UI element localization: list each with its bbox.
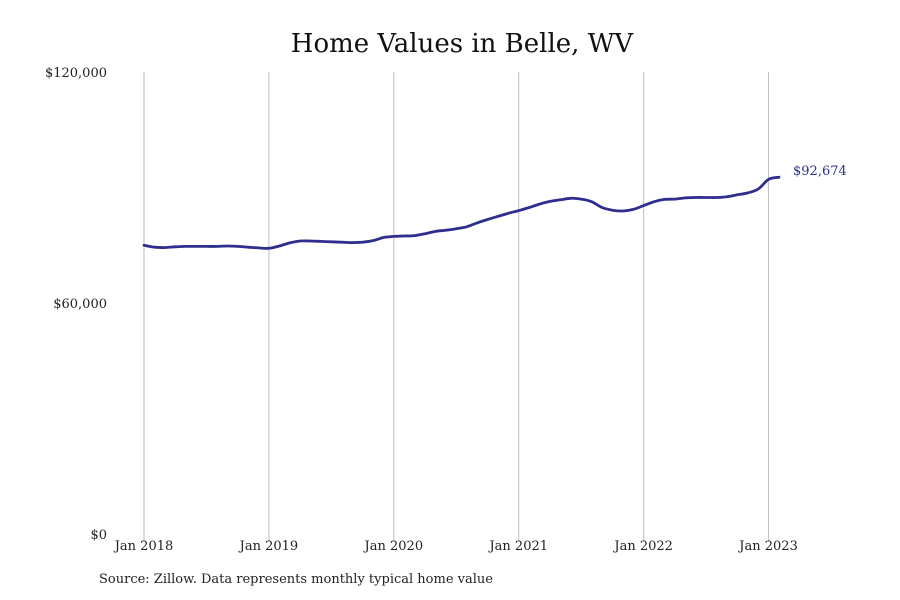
chart-title: Home Values in Belle, WV: [291, 29, 635, 59]
x-tick-label: Jan 2019: [238, 539, 299, 554]
x-axis-tick-labels: Jan 2018 Jan 2019 Jan 2020 Jan 2021 Jan 2022…: [113, 539, 798, 554]
gridlines: [143, 72, 770, 542]
end-value-label: $92,674: [793, 164, 847, 179]
series-layer: [142, 175, 781, 250]
y-tick-label: $0: [90, 528, 107, 543]
x-tick-label: Jan 2020: [363, 539, 424, 554]
source-note: Source: Zillow. Data represents monthly …: [99, 572, 493, 587]
y-tick-label: $120,000: [45, 66, 107, 81]
annotations: $92,674: [793, 164, 847, 179]
x-tick-label: Jan 2018: [113, 539, 174, 554]
series-line-0: [142, 175, 781, 250]
x-tick-label: Jan 2023: [737, 539, 798, 554]
y-tick-label: $60,000: [53, 297, 107, 312]
y-axis-tick-labels: $0 $60,000 $120,000: [45, 66, 107, 543]
x-tick-label: Jan 2022: [612, 539, 673, 554]
x-tick-label: Jan 2021: [487, 539, 548, 554]
